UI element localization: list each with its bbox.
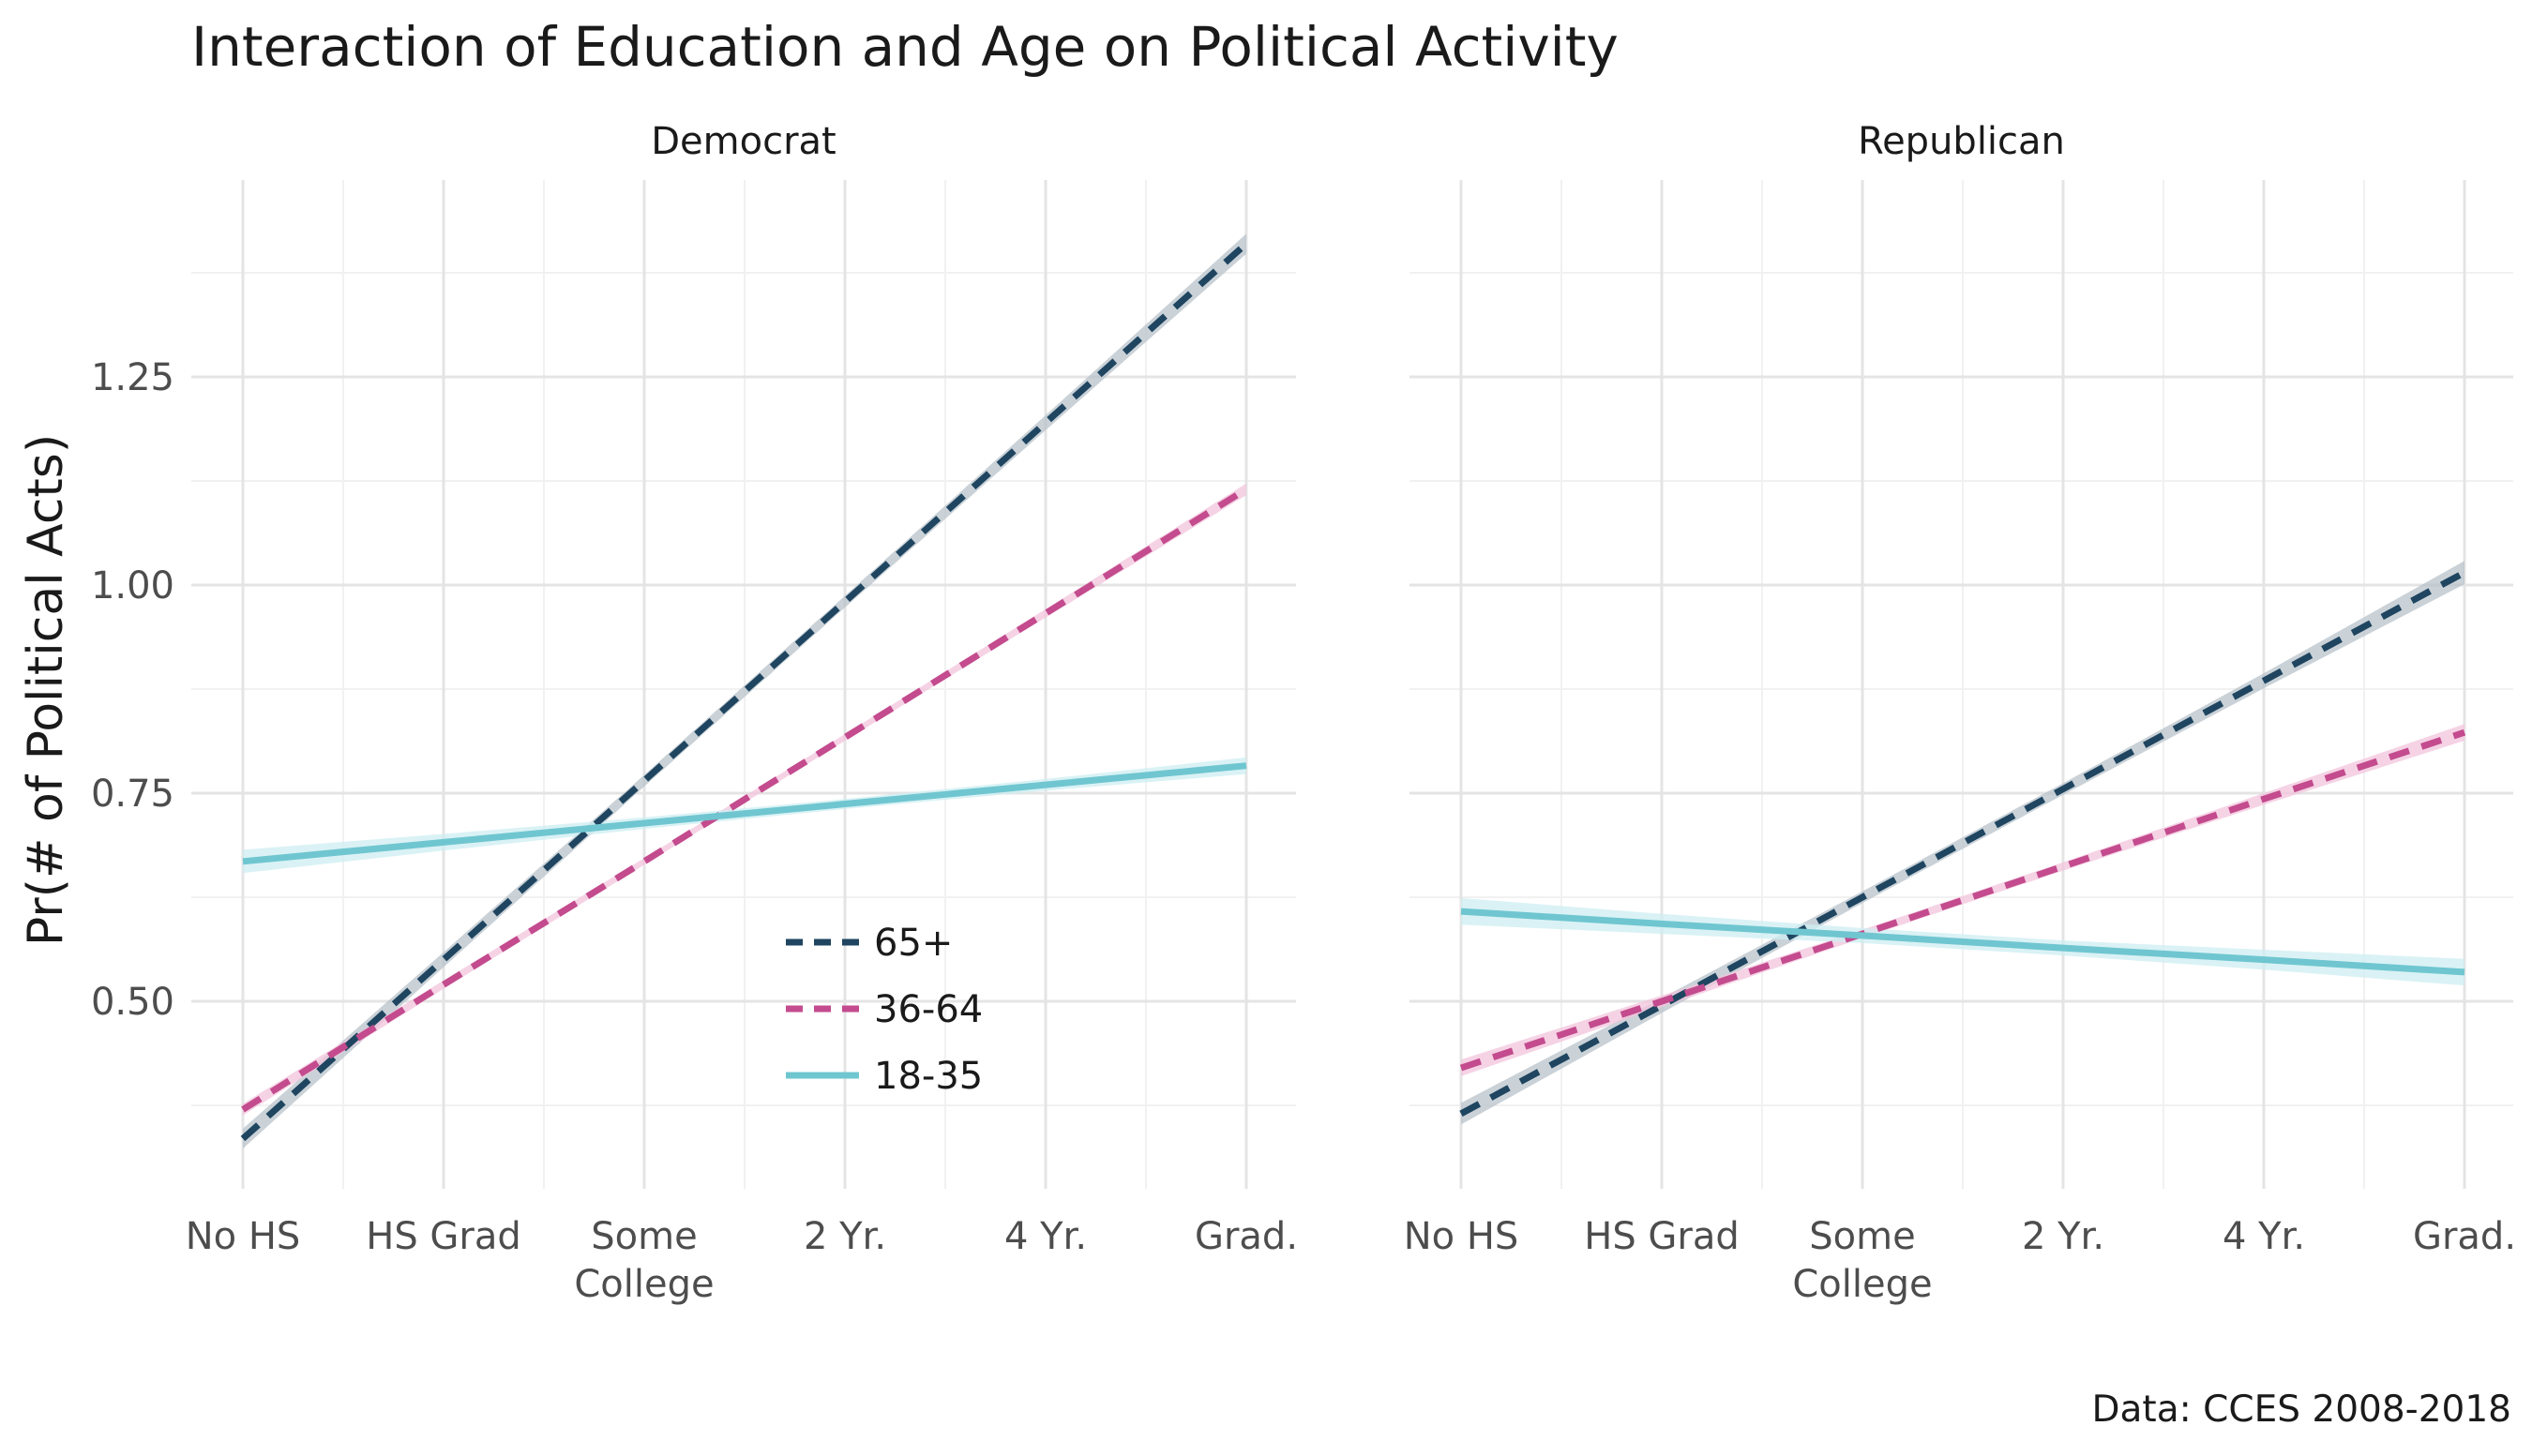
x-tick-label: 4 Yr. bbox=[1004, 1215, 1087, 1258]
facet-label: Democrat bbox=[651, 120, 836, 163]
x-tick-label: Some bbox=[591, 1215, 697, 1258]
panel-democrat: Democrat No HS HS Grad Some College 2 Yr. 4 Yr… bbox=[91, 120, 1298, 1306]
series-line-18-35 bbox=[242, 762, 1247, 865]
y-tick-label: 0.75 bbox=[91, 773, 174, 816]
x-tick-label: 2 Yr. bbox=[804, 1215, 886, 1258]
chart-caption: Data: CCES 2008-2018 bbox=[2092, 1388, 2512, 1431]
x-tick-label: HS Grad bbox=[1584, 1215, 1740, 1258]
x-tick-label: College bbox=[574, 1263, 714, 1306]
x-tick-label: No HS bbox=[186, 1215, 301, 1258]
x-tick-label: Grad. bbox=[2413, 1215, 2516, 1258]
legend-item: 65+ bbox=[786, 922, 953, 965]
facet-panels: Democrat No HS HS Grad Some College 2 Yr. 4 Yr… bbox=[91, 120, 2516, 1306]
legend-item: 18-35 bbox=[786, 1055, 983, 1098]
y-tick-label: 1.25 bbox=[91, 356, 174, 399]
legend-label: 65+ bbox=[874, 922, 953, 965]
x-tick-label: Grad. bbox=[1195, 1215, 1298, 1258]
facet-label: Republican bbox=[1858, 120, 2065, 163]
y-axis-label: Pr(# of Political Acts) bbox=[18, 434, 74, 946]
x-tick-label: 2 Yr. bbox=[2022, 1215, 2104, 1258]
chart-title: Interaction of Education and Age on Poli… bbox=[191, 15, 1619, 79]
x-tick-label: HS Grad bbox=[366, 1215, 521, 1258]
x-tick-label: No HS bbox=[1404, 1215, 1519, 1258]
ci-band-36-64 bbox=[1461, 724, 2464, 1076]
x-tick-label: 4 Yr. bbox=[2223, 1215, 2305, 1258]
y-tick-label: 1.00 bbox=[91, 564, 174, 608]
legend-label: 18-35 bbox=[874, 1055, 983, 1098]
ci-band-65+ bbox=[243, 233, 1246, 1149]
legend-item: 36-64 bbox=[786, 988, 983, 1031]
panel-republican: Republican No HS HS Grad Some College 2 Yr. 4 … bbox=[1404, 120, 2516, 1306]
y-tick-label: 0.50 bbox=[91, 981, 174, 1024]
legend-label: 36-64 bbox=[874, 988, 983, 1031]
series-line-36-64 bbox=[241, 486, 1248, 1113]
x-tick-label: Some bbox=[1809, 1215, 1915, 1258]
series-line-18-35 bbox=[1460, 908, 2465, 976]
legend: 65+ 36-64 18-35 bbox=[786, 922, 983, 1098]
series-line-36-64 bbox=[1459, 728, 2466, 1072]
series-line-65+ bbox=[1459, 569, 2466, 1117]
x-tick-label: College bbox=[1792, 1263, 1932, 1306]
series-line-65+ bbox=[240, 241, 1249, 1142]
